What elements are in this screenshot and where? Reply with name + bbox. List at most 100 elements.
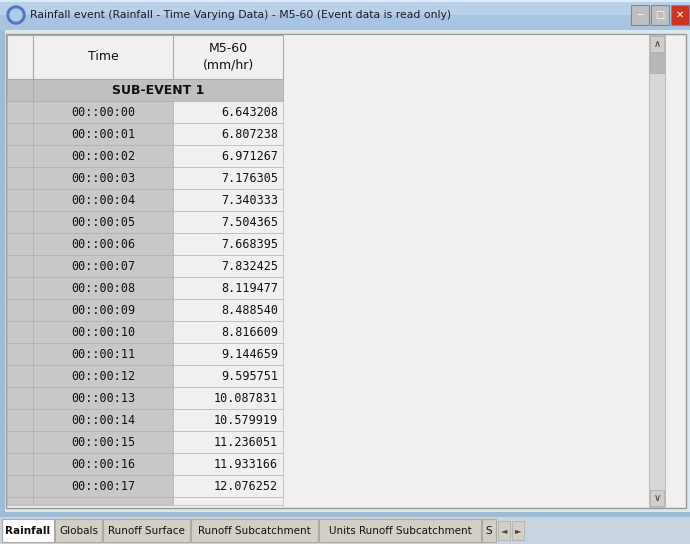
Text: 6.971267: 6.971267 (221, 150, 278, 163)
Bar (173, 343, 283, 365)
Text: 00::00:14: 00::00:14 (71, 413, 135, 426)
Bar (7, 189, 33, 211)
Bar (173, 211, 283, 233)
Text: Globals: Globals (59, 526, 98, 535)
Text: 00::00:15: 00::00:15 (71, 436, 135, 448)
Bar (645, 30, 690, 512)
Text: 9.595751: 9.595751 (221, 369, 278, 382)
Bar (173, 409, 283, 431)
Bar (33, 431, 173, 453)
Bar (7, 299, 33, 321)
Bar (33, 145, 173, 167)
Text: 00::00:04: 00::00:04 (71, 194, 135, 207)
Text: 10.579919: 10.579919 (214, 413, 278, 426)
Circle shape (10, 9, 22, 21)
Bar (0, 30, 5, 512)
Bar (173, 321, 283, 343)
Bar (649, 35, 665, 507)
Bar (173, 35, 283, 79)
Text: ✕: ✕ (676, 10, 684, 20)
Bar (498, 521, 510, 540)
Bar (631, 5, 649, 25)
Text: 00::00:10: 00::00:10 (71, 325, 135, 338)
Bar (7, 497, 33, 505)
Bar (33, 255, 173, 277)
Bar (33, 101, 173, 123)
Text: ►: ► (515, 526, 521, 535)
Bar (7, 123, 33, 145)
Bar (173, 453, 283, 475)
Bar (173, 255, 283, 277)
Text: 00::00:01: 00::00:01 (71, 127, 135, 140)
Bar (0, 0, 690, 30)
Bar (7, 233, 33, 255)
Bar (173, 189, 283, 211)
Bar (671, 5, 689, 25)
Text: Runoff Subcatchment: Runoff Subcatchment (198, 526, 311, 535)
Bar (33, 79, 283, 101)
Text: 6.807238: 6.807238 (221, 127, 278, 140)
Bar (173, 475, 283, 497)
Bar (0, 0, 690, 2)
Bar (650, 490, 664, 506)
Text: ∧: ∧ (653, 39, 660, 49)
Bar (173, 101, 283, 123)
Bar (7, 365, 33, 387)
Text: 00::00:11: 00::00:11 (71, 348, 135, 361)
Bar (173, 277, 283, 299)
Bar (33, 343, 173, 365)
Bar (7, 35, 33, 79)
Bar (173, 167, 283, 189)
Bar (7, 145, 33, 167)
Bar (33, 299, 173, 321)
Text: 8.816609: 8.816609 (221, 325, 278, 338)
Bar (33, 233, 173, 255)
Bar (7, 101, 33, 123)
Bar (7, 453, 33, 475)
Bar (33, 123, 173, 145)
Text: 00::00:06: 00::00:06 (71, 238, 135, 250)
Bar (33, 475, 173, 497)
Bar (173, 299, 283, 321)
Text: 6.643208: 6.643208 (221, 106, 278, 119)
Text: 00::00:00: 00::00:00 (71, 106, 135, 119)
Text: 00::00:17: 00::00:17 (71, 479, 135, 492)
Text: 12.076252: 12.076252 (214, 479, 278, 492)
Bar (283, 35, 647, 507)
Text: Time: Time (88, 51, 119, 64)
Bar (33, 409, 173, 431)
Text: ∨: ∨ (653, 493, 660, 503)
Text: 00::00:16: 00::00:16 (71, 458, 135, 471)
Bar (7, 79, 33, 101)
Bar (33, 321, 173, 343)
Text: Runoff Surface: Runoff Surface (108, 526, 185, 535)
Bar (512, 521, 524, 540)
Bar (482, 519, 496, 542)
Text: 00::00:03: 00::00:03 (71, 171, 135, 184)
Bar (7, 255, 33, 277)
Text: 7.668395: 7.668395 (221, 238, 278, 250)
Text: 9.144659: 9.144659 (221, 348, 278, 361)
Text: 00::00:12: 00::00:12 (71, 369, 135, 382)
Text: 8.119477: 8.119477 (221, 281, 278, 294)
Text: 00::00:02: 00::00:02 (71, 150, 135, 163)
Bar (6, 34, 686, 508)
Bar (7, 387, 33, 409)
Text: □: □ (656, 10, 664, 20)
Text: 00::00:09: 00::00:09 (71, 304, 135, 317)
Bar (7, 409, 33, 431)
Bar (7, 431, 33, 453)
Text: SUB-EVENT 1: SUB-EVENT 1 (112, 83, 204, 96)
Bar (33, 365, 173, 387)
Bar (0, 30, 690, 512)
Bar (2, 519, 54, 542)
Bar (33, 277, 173, 299)
Text: 7.176305: 7.176305 (221, 171, 278, 184)
Bar (173, 497, 283, 505)
Bar (33, 497, 173, 505)
Bar (7, 167, 33, 189)
Bar (7, 475, 33, 497)
Bar (650, 36, 664, 52)
Bar (33, 35, 173, 79)
Text: 00::00:05: 00::00:05 (71, 215, 135, 228)
